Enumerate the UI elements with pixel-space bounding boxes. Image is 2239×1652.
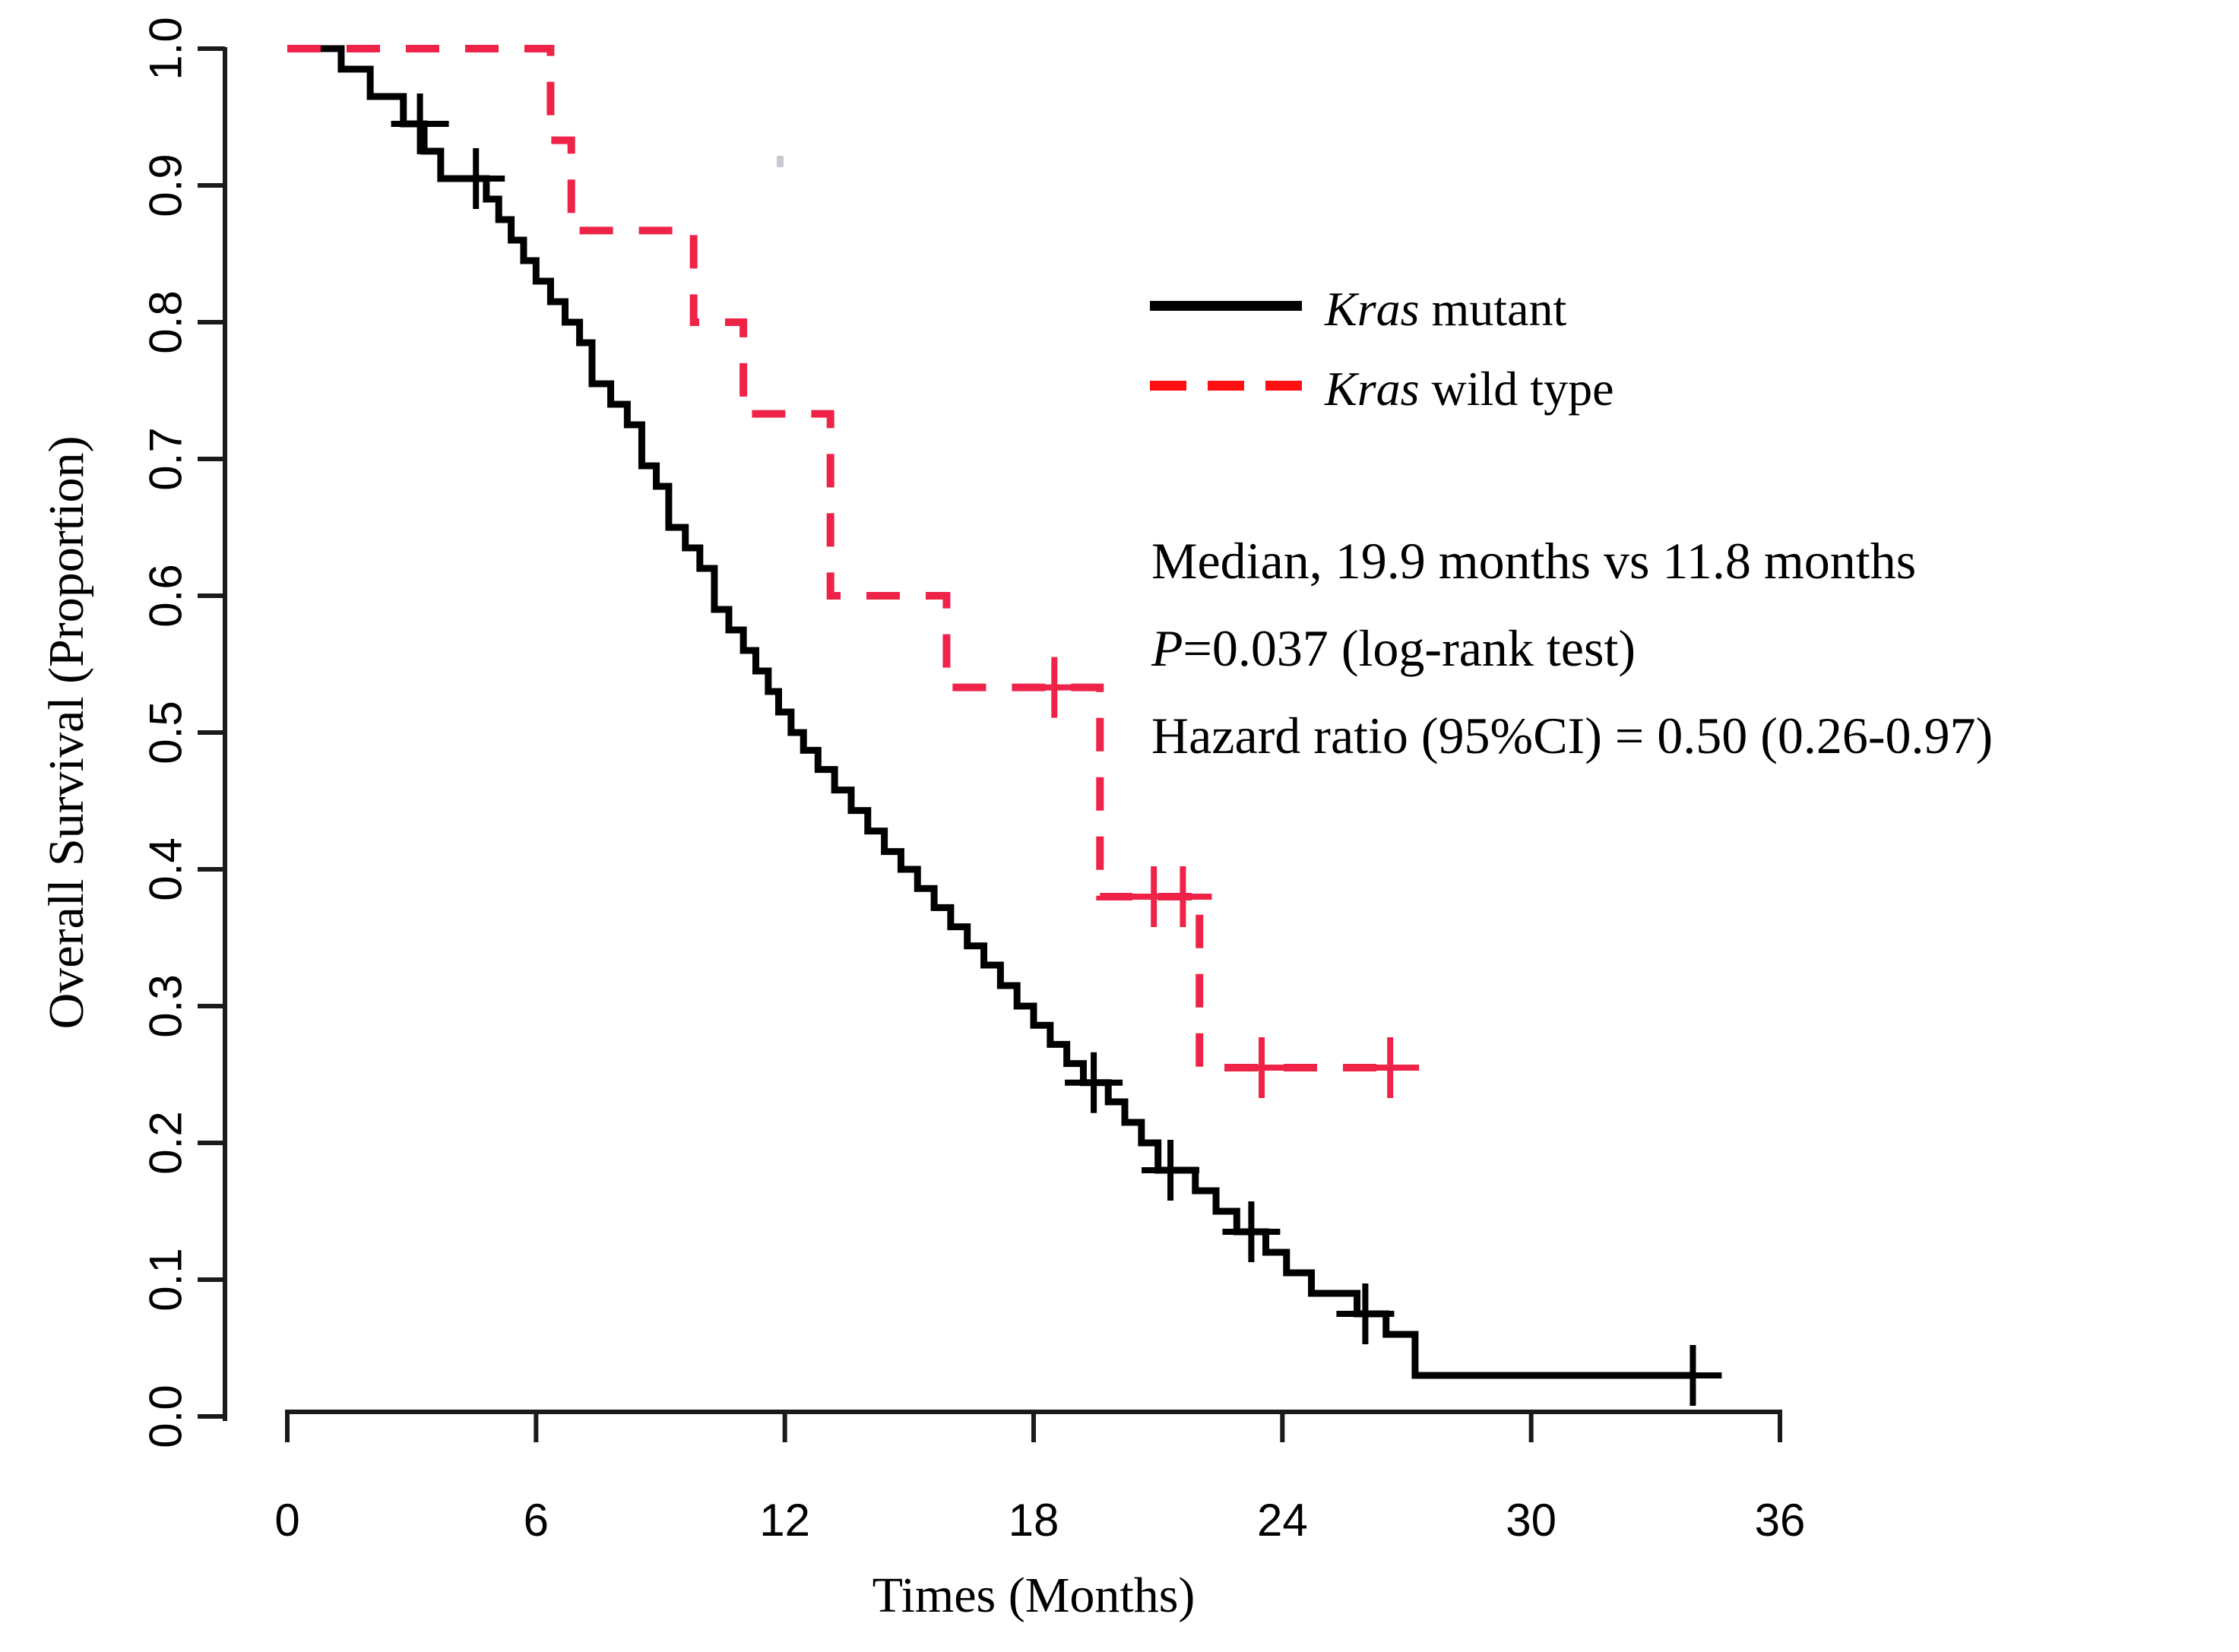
legend-label-kras-wildtype: Kras wild type [1325,361,1614,417]
annotation-hazard-ratio: Hazard ratio (95%CI) = 0.50 (0.26-0.97) [1151,707,1994,764]
x-tick-label: 18 [1009,1495,1059,1546]
annotation-pvalue: P=0.037 (log-rank test) [1151,616,1636,680]
y-tick-label: 0.8 [141,290,192,353]
x-tick-label: 30 [1506,1495,1557,1546]
artifact-speck [777,156,784,167]
y-tick-label: 0.5 [141,701,192,764]
legend-label-rest: wild type [1419,362,1614,416]
y-tick-label: 0.7 [141,427,192,490]
x-tick-label: 24 [1257,1495,1308,1546]
legend-label-rest: mutant [1419,282,1567,336]
y-tick-label: 0.0 [141,1385,192,1448]
censor-marks-kras-wild-type [1025,657,1420,1098]
y-tick-label: 0.6 [141,564,192,627]
y-tick-label: 0.9 [141,153,192,217]
x-tick-label: 12 [759,1495,810,1546]
censor-marks-kras-mutant [391,93,1722,1406]
y-tick-label: 0.1 [141,1248,192,1311]
legend-label-kras-mutant: Kras mutant [1325,281,1566,337]
annotation-p-rest: =0.037 (log-rank test) [1183,619,1636,677]
annotation-p-italic: P [1151,619,1183,677]
x-axis-title: Times (Months) [872,1568,1196,1623]
annotation-median: Median, 19.9 months vs 11.8 months [1151,532,1917,590]
x-tick-label: 36 [1755,1495,1806,1546]
legend-gene-italic: Kras [1325,282,1420,336]
y-tick-label: 0.2 [141,1111,192,1174]
x-tick-label: 6 [524,1495,549,1546]
y-tick-label: 1.0 [141,17,192,80]
x-tick-label: 0 [274,1495,299,1546]
y-tick-label: 0.3 [141,974,192,1037]
legend-gene-italic: Kras [1325,362,1420,416]
legend-solid-line-sample [1150,301,1302,311]
y-axis-title: Overall Survival (Proportion) [39,435,94,1030]
km-curve-kras-mutant [287,45,1693,1379]
km-curve-kras-wild-type [287,45,1391,1071]
y-tick-label: 0.4 [141,837,192,900]
legend-dashed-line-sample [1150,381,1302,391]
